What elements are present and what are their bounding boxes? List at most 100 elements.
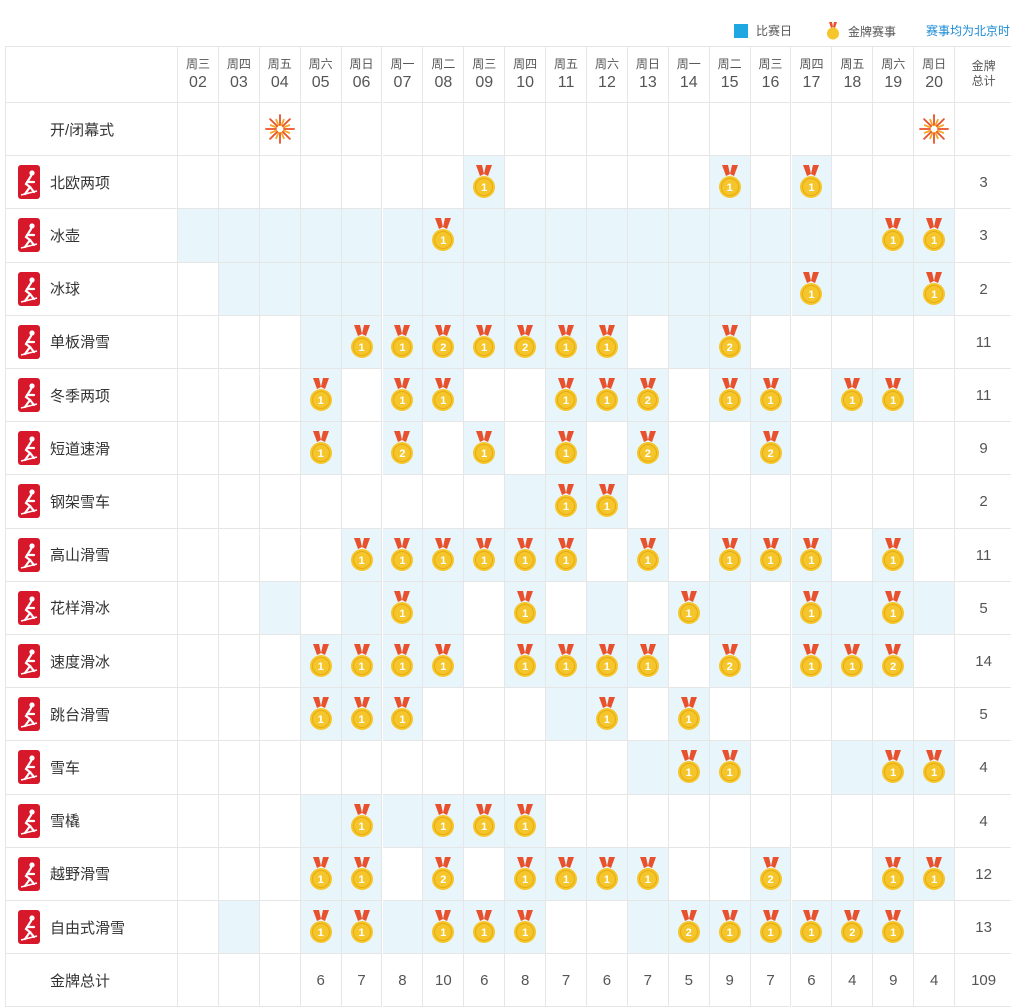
competition-day-cell [341, 581, 383, 635]
medal-count: 2 [399, 448, 406, 461]
gold-medal-icon [800, 537, 823, 571]
sport-label-cell: 雪车 [6, 741, 178, 795]
gold-medal-icon [432, 218, 455, 252]
competition-day-cell: 2 [668, 901, 710, 955]
empty-day-cell [341, 741, 383, 795]
competition-day-cell: 1 [505, 794, 547, 848]
competition-day-cell: 2 [627, 369, 669, 423]
empty-day-cell [382, 475, 424, 529]
empty-day-cell [259, 528, 301, 582]
competition-day-cell: 1 [464, 422, 506, 476]
competition-day-cell [627, 262, 669, 316]
sport-name: 冰壶 [50, 227, 81, 245]
header-day: 周五 04 [259, 47, 301, 103]
sport-name: 高山滑雪 [50, 547, 111, 565]
sport-total: 2 [955, 263, 1011, 316]
day-total [218, 954, 260, 1007]
header-date: 06 [352, 74, 371, 91]
gold-medal: 2 [635, 378, 661, 412]
gold-medal: 1 [839, 644, 865, 678]
gold-medal: 1 [553, 378, 579, 412]
medal-count: 1 [644, 554, 651, 567]
gold-medal: 1 [717, 750, 743, 784]
empty-day-cell [259, 847, 301, 901]
medal-count: 1 [685, 607, 692, 620]
ski-jumping-icon [18, 697, 40, 732]
sport-name: 北欧两项 [50, 174, 111, 192]
empty-day-cell [709, 688, 751, 742]
medal-count: 1 [399, 554, 406, 567]
medal-count: 1 [562, 873, 570, 886]
gold-medal-icon [595, 856, 618, 890]
gold-medal-icon [882, 378, 905, 412]
sport-name: 越野滑雪 [50, 866, 111, 884]
competition-day-cell: 1 [546, 475, 587, 529]
competition-day-cell: 1 [382, 581, 424, 635]
gold-medal: 1 [880, 910, 906, 944]
alpine-skiing-icon [18, 537, 40, 572]
day-total: 4 [832, 954, 874, 1007]
sport-label-cell: 冰壶 [6, 209, 178, 263]
gold-medal-icon [636, 537, 659, 571]
competition-day-cell [587, 209, 628, 263]
gold-medal-icon [514, 910, 537, 944]
header-day: 周四 17 [791, 47, 833, 103]
header-weekday: 周三 [758, 57, 783, 71]
medal-count: 1 [358, 661, 365, 674]
gold-medal: 1 [389, 324, 415, 359]
competition-day-cell [382, 794, 424, 848]
empty-day-cell [341, 422, 383, 476]
gold-medal: 1 [635, 644, 661, 678]
medal-count: 1 [399, 714, 406, 727]
gold-medal-icon [636, 378, 659, 412]
medal-count: 1 [644, 661, 651, 674]
competition-day-cell: 1 [791, 156, 833, 210]
medal-count: 2 [685, 927, 692, 940]
header-date: 09 [475, 74, 494, 91]
sport-total: 3 [955, 156, 1011, 210]
competition-day-cell: 1 [382, 315, 424, 369]
gold-medal-icon [677, 697, 700, 731]
gold-medal-icon [841, 378, 864, 412]
header-total-line2: 总计 [971, 74, 996, 88]
empty-day-cell [546, 741, 587, 795]
empty-day-cell [505, 688, 547, 742]
competition-day-cell [546, 688, 587, 742]
header-date: 13 [638, 74, 657, 91]
sport-name: 钢架雪车 [50, 493, 111, 511]
ceremony-cell [587, 103, 628, 157]
gold-medal-icon [555, 537, 578, 571]
gold-medal: 1 [553, 856, 579, 891]
gold-medal-icon [350, 537, 373, 571]
header-day: 周三 02 [178, 47, 219, 103]
header-day: 周一 07 [382, 47, 424, 103]
empty-day-cell [178, 847, 219, 901]
empty-day-cell [832, 528, 874, 582]
empty-day-cell [914, 475, 956, 529]
competition-day-cell: 1 [300, 847, 342, 901]
gold-medal-icon [718, 644, 741, 678]
competition-day-cell: 1 [341, 688, 383, 742]
ice-hockey-icon [18, 271, 40, 306]
sport-total: 13 [955, 901, 1011, 955]
empty-day-cell [178, 794, 219, 848]
competition-day-cell: 1 [464, 794, 506, 848]
gold-medal: 1 [880, 856, 906, 891]
medal-count: 1 [890, 607, 897, 620]
header-day: 周一 14 [668, 47, 710, 103]
gold-medal: 1 [880, 590, 906, 625]
medal-count: 1 [481, 341, 488, 354]
competition-day-cell [709, 209, 751, 263]
competition-day-cell: 1 [382, 528, 424, 582]
gold-medal-icon [514, 324, 537, 358]
empty-day-cell [218, 847, 260, 901]
sport-label-cell: 花样滑冰 [6, 581, 178, 635]
gold-medal-icon [718, 324, 741, 358]
medal-count: 1 [562, 501, 570, 514]
gold-medal: 2 [717, 324, 743, 359]
gold-medal: 1 [758, 537, 784, 572]
gold-medal: 2 [839, 910, 865, 944]
gold-medal: 1 [717, 537, 743, 572]
empty-day-cell [873, 475, 915, 529]
medal-count: 1 [440, 395, 447, 408]
